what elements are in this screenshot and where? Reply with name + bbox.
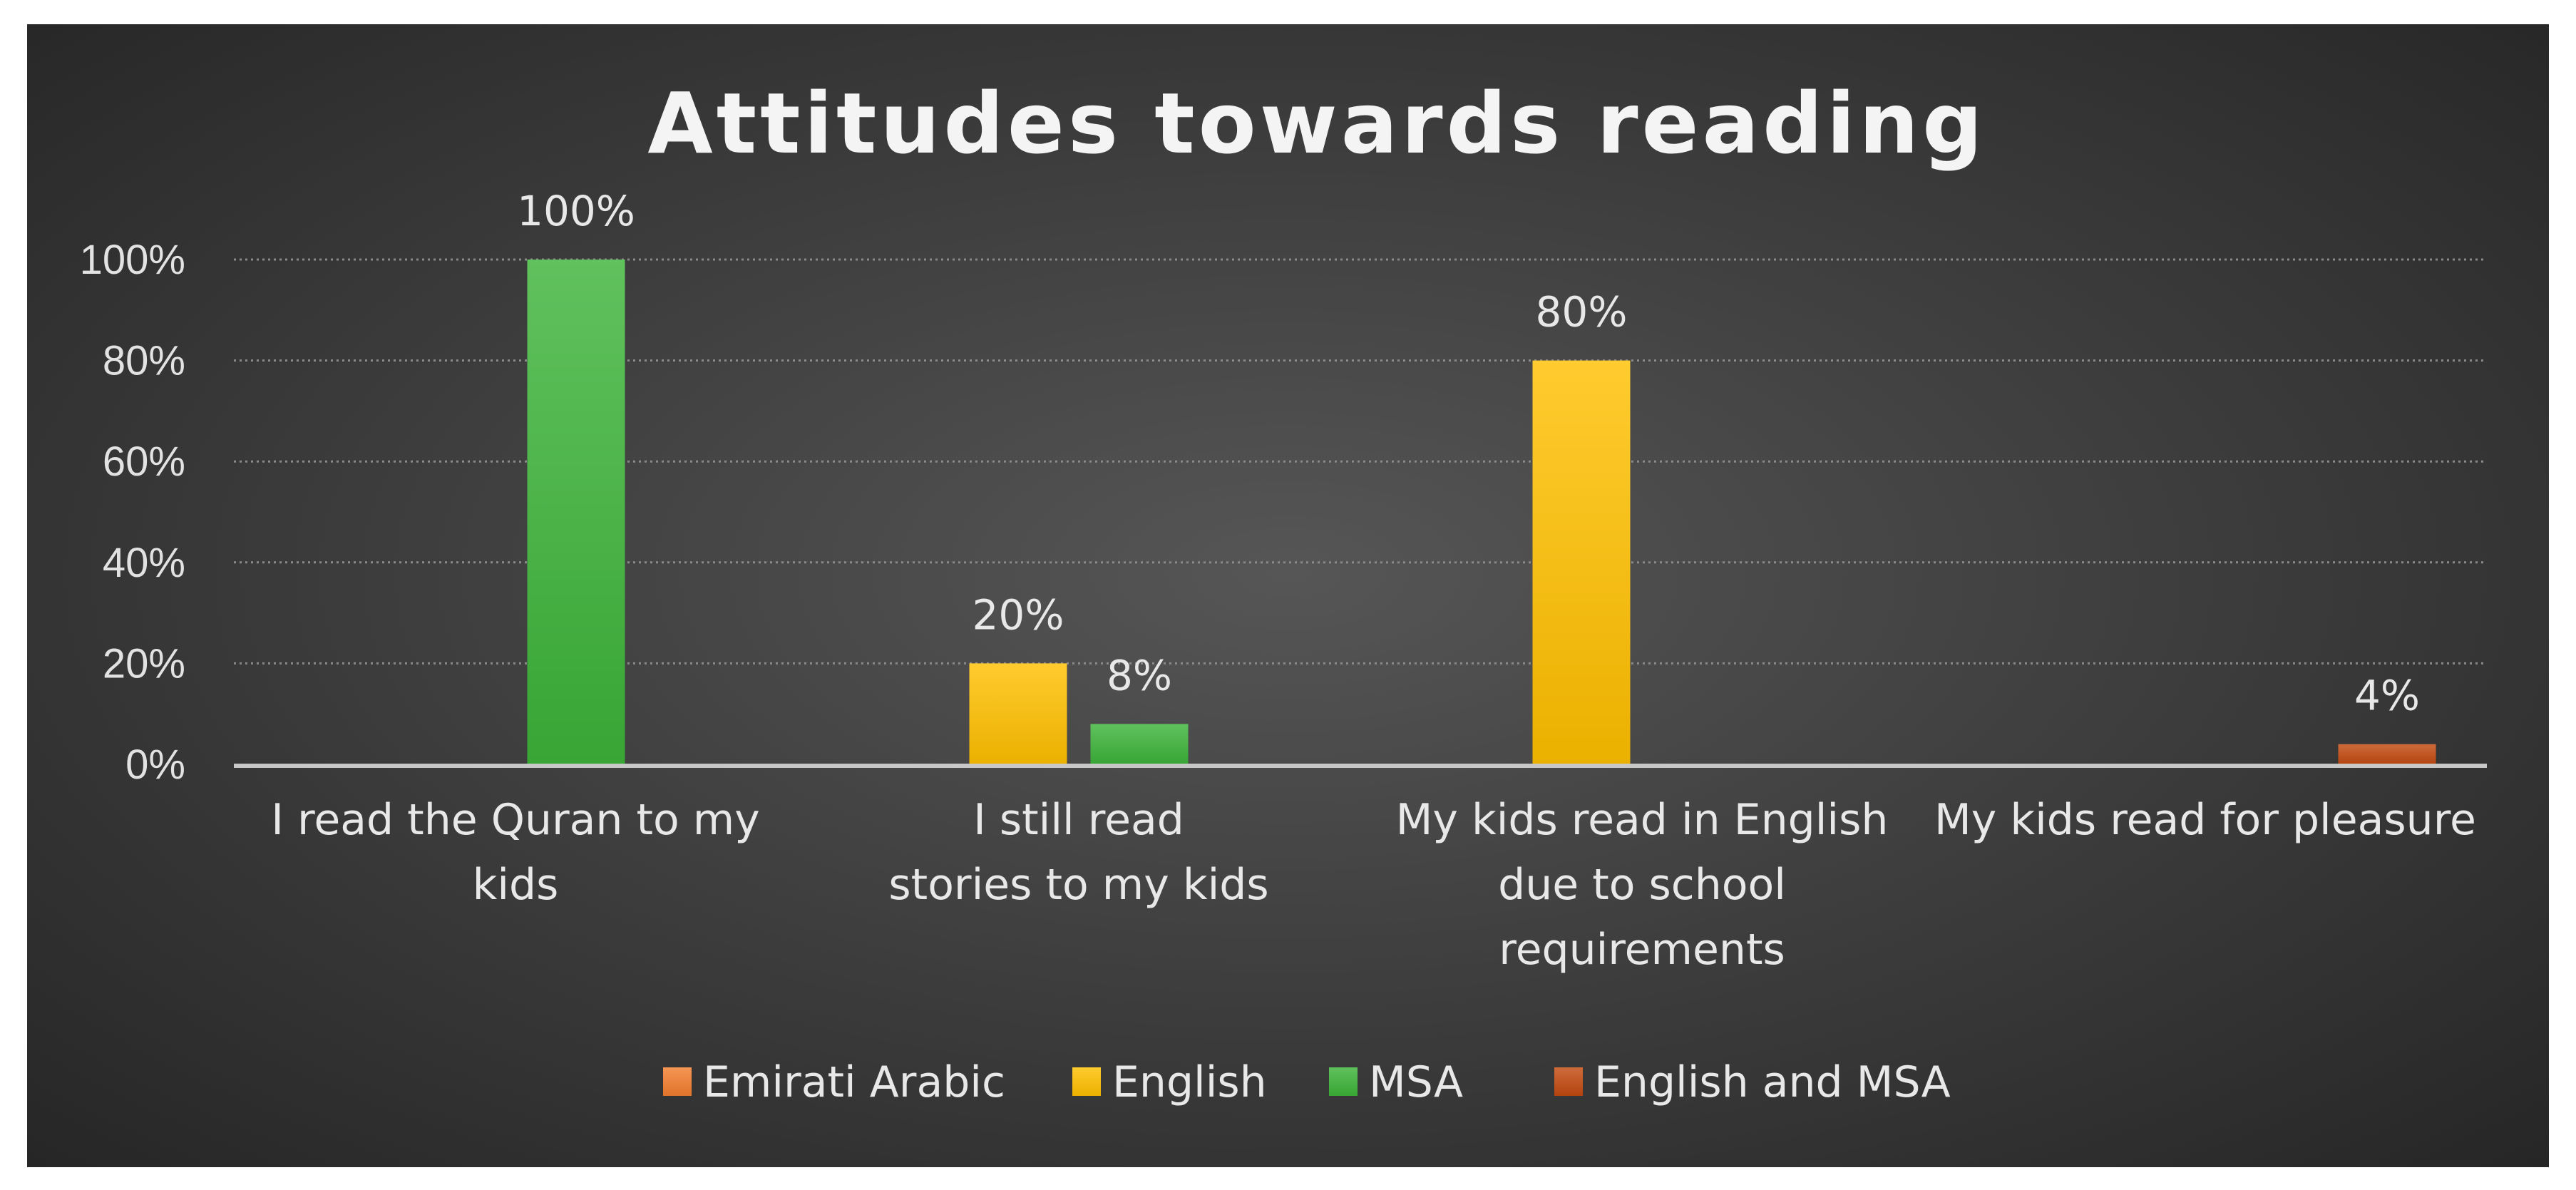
y-tick-label: 60% xyxy=(103,438,185,485)
bar xyxy=(1090,724,1189,764)
data-label: 100% xyxy=(517,187,635,235)
bars xyxy=(527,260,2436,765)
y-tick-label: 100% xyxy=(80,237,185,283)
legend-label: English and MSA xyxy=(1594,1057,1951,1107)
gridlines xyxy=(234,258,2487,665)
chart-title: Attitudes towards reading xyxy=(647,74,1986,173)
chart-frame: Attitudes towards reading 0% 20% 40% 60% 80%… xyxy=(27,24,2549,1167)
legend-swatch xyxy=(1554,1067,1583,1096)
category-label: My kids read for pleasure xyxy=(1934,795,2476,845)
bar xyxy=(2338,744,2436,764)
category-label: My kids read in English xyxy=(1396,795,1889,845)
data-label: 20% xyxy=(973,590,1064,639)
bar xyxy=(1532,360,1631,765)
y-tick-label: 80% xyxy=(103,338,185,384)
legend-swatch xyxy=(1072,1067,1101,1096)
category-labels: I read the Quran to my kids I still read st… xyxy=(271,795,2476,975)
legend: Emirati Arabic English MSA English and MSA xyxy=(663,1057,1951,1107)
category-label: I read the Quran to my xyxy=(271,795,760,845)
data-label: 4% xyxy=(2354,672,2420,720)
bar-chart: Attitudes towards reading 0% 20% 40% 60% 80%… xyxy=(80,74,2487,1107)
bar xyxy=(969,663,1067,764)
data-labels: 100% 20% 8% 80% 4% xyxy=(517,187,2420,720)
category-label: requirements xyxy=(1499,925,1785,975)
y-axis-ticks: 0% 20% 40% 60% 80% 100% xyxy=(80,237,185,788)
category-label: I still read xyxy=(973,795,1184,845)
y-tick-label: 20% xyxy=(103,640,185,687)
bar xyxy=(527,260,625,764)
legend-label: MSA xyxy=(1369,1057,1463,1107)
legend-label: Emirati Arabic xyxy=(703,1057,1005,1107)
category-label: due to school xyxy=(1498,860,1786,910)
legend-swatch xyxy=(1329,1067,1358,1096)
data-label: 80% xyxy=(1536,288,1628,337)
y-tick-label: 40% xyxy=(103,540,185,586)
legend-swatch xyxy=(663,1067,692,1096)
y-tick-label: 0% xyxy=(125,742,185,788)
category-label: stories to my kids xyxy=(888,860,1268,910)
data-label: 8% xyxy=(1107,651,1172,699)
category-label: kids xyxy=(473,860,559,910)
legend-label: English xyxy=(1112,1057,1267,1107)
